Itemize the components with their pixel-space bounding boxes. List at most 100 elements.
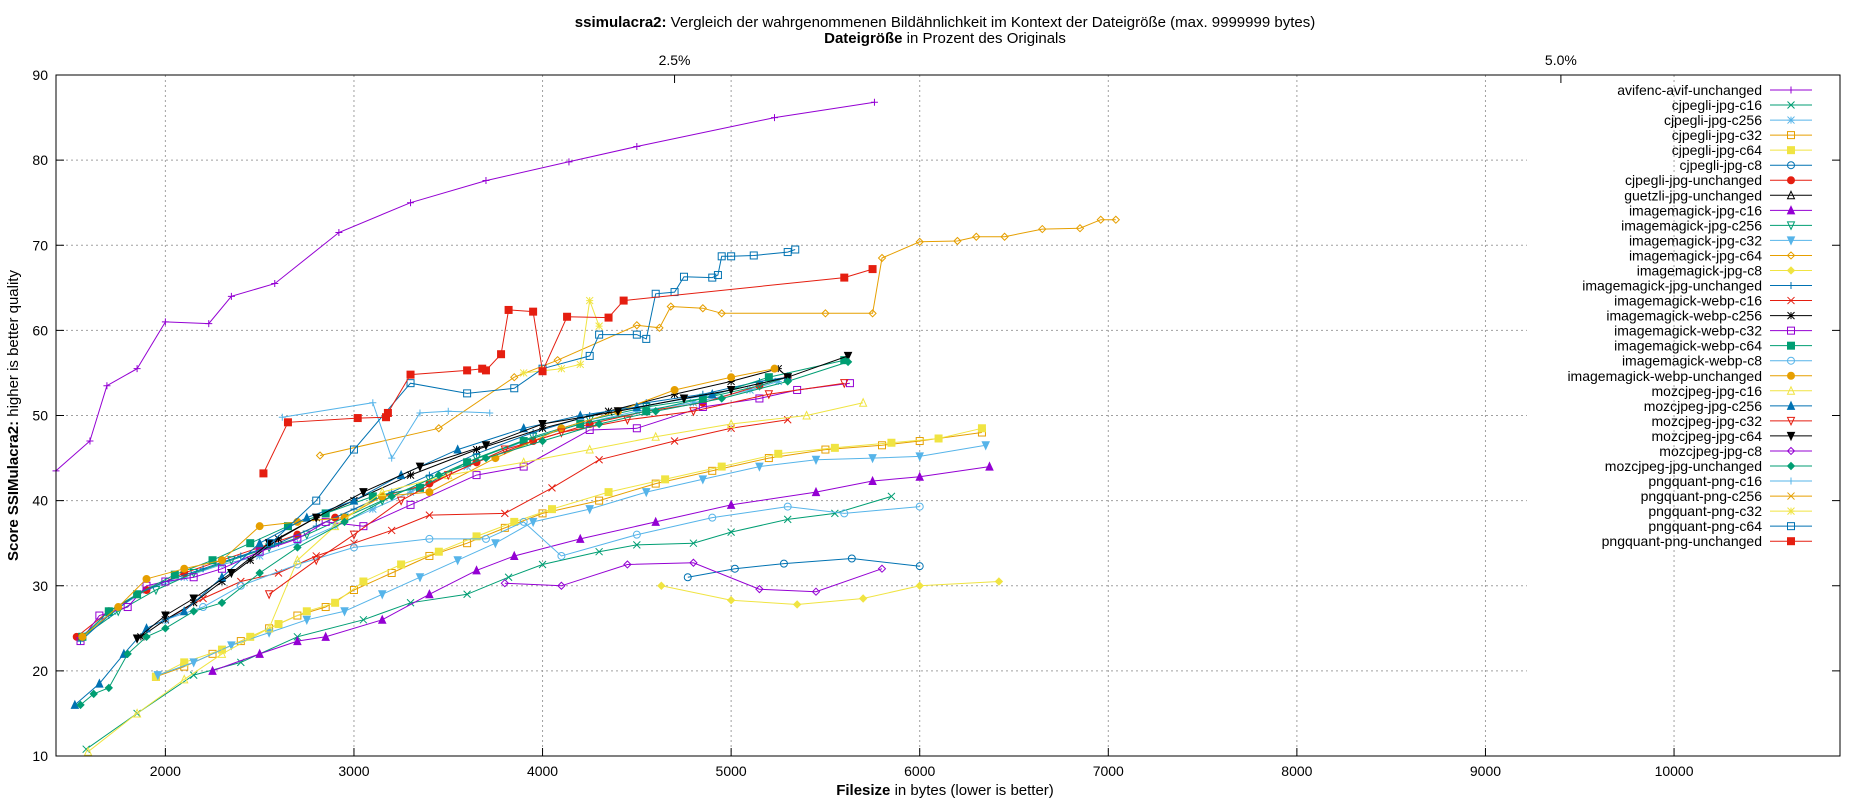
data-point [463,458,472,467]
legend-marker [1787,311,1795,320]
series-imagemagick-jpg-c32 [153,441,991,681]
series-line [165,506,920,621]
data-point [463,366,472,375]
data-point [331,598,340,607]
x-axis-title: Filesize in bytes (lower is better) [836,782,1054,799]
legend-label: imagemagick-webp-c8 [1622,353,1762,369]
legend-item: cjpegli-jpg-c64 [1672,142,1812,158]
series-line [80,376,788,642]
data-point [726,499,736,509]
data-point [726,385,736,396]
data-point [406,488,415,496]
data-point [406,500,415,509]
data-point [595,547,603,556]
legend-item: avifenc-avif-unchanged [1617,82,1812,98]
data-point [670,385,679,394]
legend-item: imagemagick-jpg-unchanged [1582,278,1812,294]
series-pngquant-png-c16 [278,399,494,462]
data-point [179,674,189,684]
x-tick-label: 8000 [1281,763,1312,779]
data-point [717,309,726,318]
data-point [407,199,415,207]
data-point [133,590,142,599]
data-point [302,512,312,522]
data-point [349,543,358,552]
data-point [670,437,679,445]
legend-label: avifenc-avif-unchanged [1617,82,1762,98]
data-point [868,454,877,464]
data-point [504,305,513,314]
legend-label: imagemagick-jpg-c32 [1629,232,1762,248]
data-point [236,577,245,586]
legend-label: mozcjpeg-jpg-c64 [1652,428,1763,444]
data-point [353,414,362,423]
data-point [123,603,132,612]
data-point [877,253,887,263]
data-point [274,620,283,629]
legend-marker [1787,341,1795,350]
chart-title-prefix: ssimulacra2: [575,14,667,31]
data-point [651,407,660,416]
data-point [519,423,528,433]
legend-marker [1786,205,1796,215]
legend-marker [1786,431,1796,442]
grid [56,75,1675,756]
data-point [619,296,628,305]
data-point [227,292,235,300]
legend-label: mozcjpeg-jpg-c32 [1652,413,1763,429]
series-line [504,562,883,593]
data-point [843,351,853,362]
data-point [387,568,396,577]
series-imagemagick-jpg-c16 [208,461,994,675]
series-line [319,219,1116,456]
legend-marker [1787,176,1795,185]
data-point [708,466,717,475]
data-point [415,573,425,583]
data-point [755,462,764,472]
data-point [123,649,132,659]
data-point [255,538,264,548]
data-point [915,502,924,511]
data-point [133,365,141,373]
top-tick-label: 2.5% [659,52,691,68]
legend-item: mozcjpeg-jpg-c32 [1652,413,1812,429]
legend-label: cjpegli-jpg-c64 [1672,142,1762,158]
legend-item: imagemagick-webp-c32 [1614,323,1812,339]
x-axis-title-rest: in bytes (lower is better) [890,782,1053,799]
legend-item: pngquant-png-c32 [1648,503,1812,519]
legend-label: cjpegli-jpg-c16 [1672,97,1762,113]
data-point [406,471,415,479]
series-pngquant-png-unchanged [259,265,877,478]
legend-item: mozcjpeg-jpg-c64 [1652,428,1812,444]
data-point [255,522,264,531]
data-point [683,573,692,582]
data-point [359,522,368,531]
data-point [335,228,343,236]
data-point [161,318,169,326]
series-line [282,402,490,460]
data-point [142,574,151,583]
data-point [137,632,145,641]
data-point [104,607,113,616]
data-point [255,568,264,578]
legend-label: imagemagick-webp-c32 [1614,323,1762,339]
legend-item: imagemagick-webp-c64 [1614,338,1812,354]
data-point [217,572,227,582]
y-tick-label: 90 [32,67,48,83]
data-point [463,389,472,398]
data-point [264,623,274,633]
data-point [821,309,830,318]
data-point [792,600,802,609]
series-line [155,432,982,678]
data-point [180,564,189,573]
data-point [497,350,506,359]
top-axis-title-rest: in Prozent des Originals [902,30,1065,47]
data-point [981,441,991,451]
data-point [302,530,312,540]
legend-marker [1786,385,1796,395]
data-point [283,418,292,427]
data-point [350,505,358,513]
data-point [293,539,302,548]
data-point [350,539,358,548]
data-point [764,373,773,382]
